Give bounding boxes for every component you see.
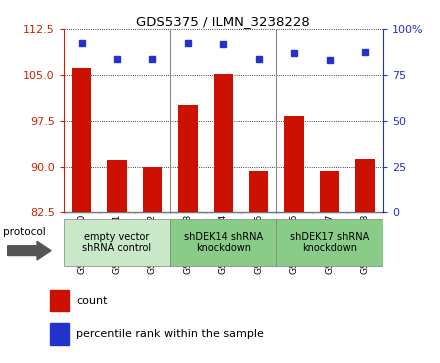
Bar — [205, 212, 241, 214]
Bar — [50, 323, 69, 345]
Bar — [213, 74, 233, 212]
Bar — [64, 212, 99, 214]
Bar — [249, 171, 268, 212]
Text: empty vector
shRNA control: empty vector shRNA control — [82, 232, 151, 253]
Text: shDEK14 shRNA
knockdown: shDEK14 shRNA knockdown — [184, 232, 263, 253]
Bar — [72, 68, 91, 212]
Bar — [107, 160, 127, 212]
Bar — [170, 212, 205, 214]
Bar — [347, 212, 383, 214]
Bar — [170, 219, 276, 266]
Text: protocol: protocol — [3, 227, 46, 237]
Bar — [143, 167, 162, 212]
Title: GDS5375 / ILMN_3238228: GDS5375 / ILMN_3238228 — [136, 15, 310, 28]
Bar — [356, 159, 375, 212]
Bar — [312, 212, 347, 214]
Bar — [99, 212, 135, 214]
Bar — [64, 219, 170, 266]
Bar — [135, 212, 170, 214]
Bar — [276, 212, 312, 214]
Bar — [284, 117, 304, 212]
FancyArrow shape — [7, 241, 51, 260]
Text: count: count — [76, 295, 108, 306]
Bar — [276, 219, 383, 266]
Bar — [241, 212, 276, 214]
Text: percentile rank within the sample: percentile rank within the sample — [76, 329, 264, 339]
Text: shDEK17 shRNA
knockdown: shDEK17 shRNA knockdown — [290, 232, 369, 253]
Bar — [178, 105, 198, 212]
Bar — [320, 171, 339, 212]
Bar — [50, 290, 69, 311]
